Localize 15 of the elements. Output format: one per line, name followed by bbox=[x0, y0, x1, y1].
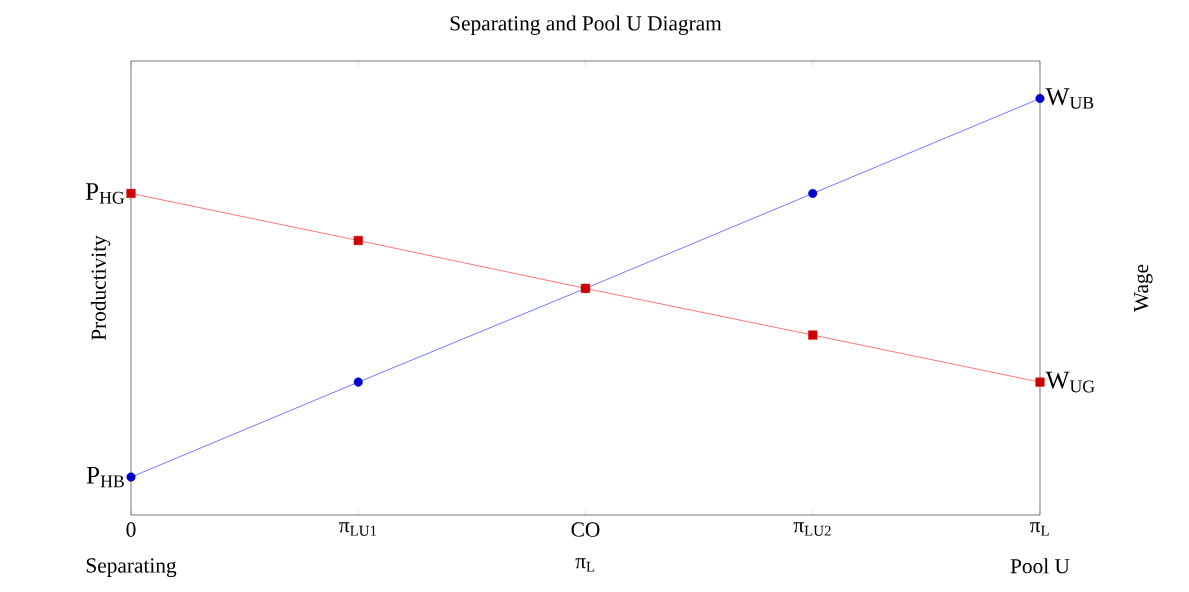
x-tick-label: π$_{L}$ bbox=[1030, 522, 1049, 536]
annotation: P$_{HB}$ bbox=[86, 466, 124, 488]
chart-title: Separating and Pool U Diagram bbox=[450, 15, 722, 35]
text: Pool U bbox=[1010, 558, 1070, 574]
y2-axis-title: Wage bbox=[1134, 264, 1153, 312]
annotation: W$_{UB}$ bbox=[1045, 88, 1094, 109]
text: π$_{L}$ bbox=[575, 558, 595, 572]
annotation: P$_{HG}$ bbox=[85, 183, 125, 204]
annotation: W$_{UG}$ bbox=[1045, 371, 1095, 393]
x-tick-label: 0 bbox=[126, 522, 136, 537]
x-tick-label: π$_{LU2}$ bbox=[793, 522, 831, 536]
x-tick-label: π$_{LU1}$ bbox=[339, 522, 377, 536]
text: Separating bbox=[86, 558, 177, 578]
y-axis-title: Productivity bbox=[90, 235, 111, 341]
x-tick-label: CO bbox=[571, 522, 600, 537]
